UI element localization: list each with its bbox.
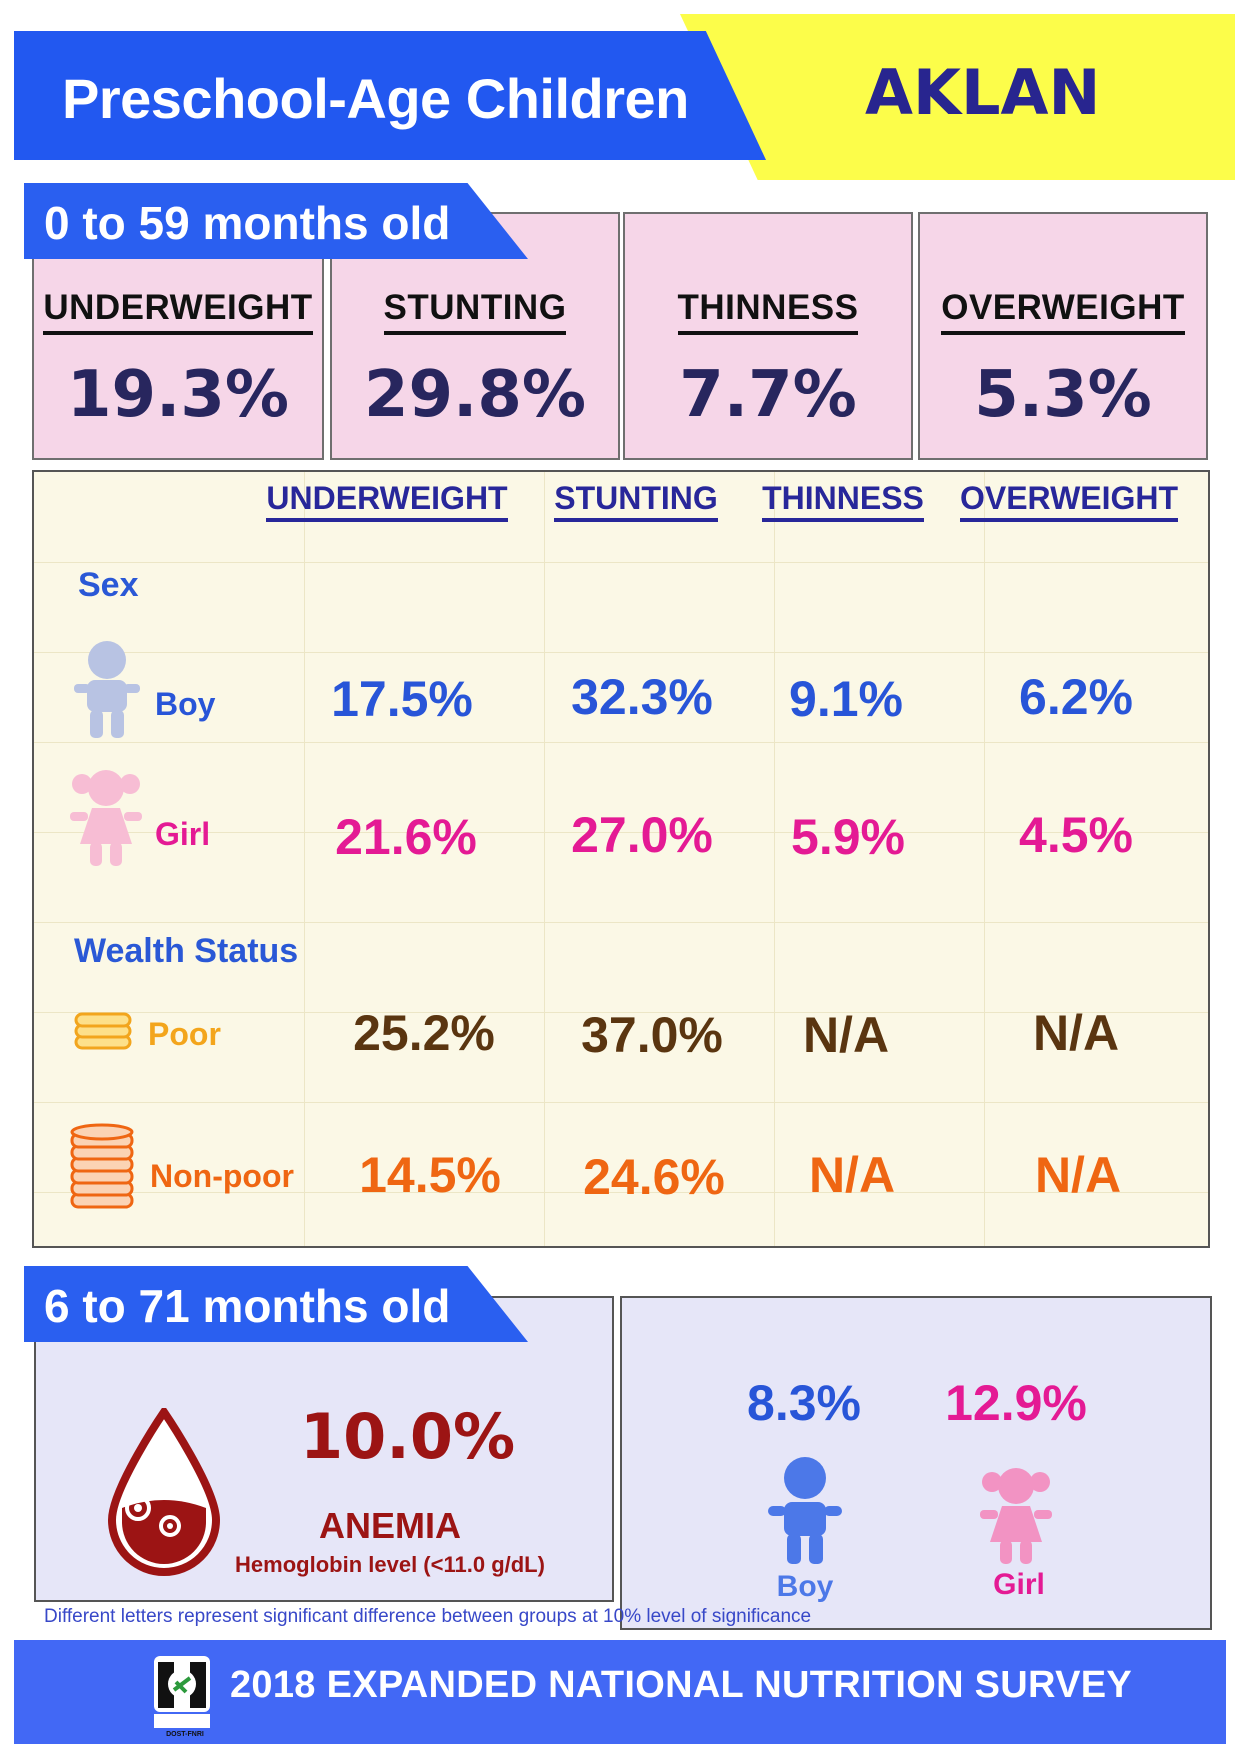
summary-value: 19.3% bbox=[66, 358, 290, 432]
section-tab-label: 6 to 71 months old bbox=[44, 1280, 451, 1332]
row-label-non-poor: Non-poor bbox=[150, 1158, 294, 1194]
column-header-thinness: THINNESS bbox=[762, 480, 924, 522]
summary-value: 5.3% bbox=[974, 358, 1152, 432]
summary-box-underweight: UNDERWEIGHT 19.3% bbox=[32, 256, 324, 460]
row-label-girl: Girl bbox=[155, 816, 211, 852]
anemia-boy-label: Boy bbox=[776, 1570, 834, 1603]
table-cell: 4.5% bbox=[1019, 807, 1133, 863]
anemia-value: 10.0% bbox=[300, 1400, 516, 1473]
table-cell: N/A bbox=[808, 1147, 896, 1203]
section-tab-6-71 bbox=[24, 1266, 528, 1342]
group-label-wealth: Wealth Status bbox=[74, 932, 299, 970]
table-cell: N/A bbox=[1034, 1147, 1122, 1203]
summary-label: STUNTING bbox=[383, 288, 567, 335]
table-cell: 24.6% bbox=[583, 1149, 725, 1205]
summary-label: OVERWEIGHT bbox=[941, 288, 1185, 335]
row-label-boy: Boy bbox=[155, 686, 216, 722]
anemia-title: ANEMIA bbox=[319, 1505, 461, 1546]
table-cell: 5.9% bbox=[791, 809, 905, 865]
anemia-subtitle: Hemoglobin level (<11.0 g/dL) bbox=[235, 1552, 545, 1577]
region-banner bbox=[680, 14, 1235, 180]
boy-icon bbox=[768, 1457, 842, 1564]
table-cell: 9.1% bbox=[789, 671, 903, 727]
table-cell: 6.2% bbox=[1019, 669, 1133, 725]
boy-icon bbox=[74, 641, 140, 738]
summary-value: 7.7% bbox=[679, 358, 857, 432]
table-cell: 37.0% bbox=[581, 1007, 723, 1063]
table-cell: 21.6% bbox=[335, 809, 477, 865]
table-cell: 14.5% bbox=[359, 1147, 501, 1203]
footnote: Different letters represent significant … bbox=[44, 1606, 812, 1627]
summary-box-thinness: THINNESS 7.7% bbox=[623, 212, 913, 460]
anemia-girl-label: Girl bbox=[993, 1568, 1045, 1601]
footer-bar bbox=[14, 1640, 1226, 1744]
column-header-stunting: STUNTING bbox=[554, 480, 718, 522]
section-tab-0-59 bbox=[24, 183, 528, 259]
table-cell: N/A bbox=[1032, 1005, 1120, 1061]
table-cell: 32.3% bbox=[571, 669, 713, 725]
girl-icon bbox=[70, 770, 142, 866]
summary-label: THINNESS bbox=[677, 288, 859, 335]
dost-fnri-logo bbox=[154, 1656, 210, 1728]
summary-box-overweight: OVERWEIGHT 5.3% bbox=[918, 212, 1208, 460]
coins-stack-icon bbox=[70, 1123, 134, 1209]
column-header-underweight: UNDERWEIGHT bbox=[266, 480, 508, 522]
table-cell: N/A bbox=[802, 1007, 890, 1063]
table-cell: 17.5% bbox=[331, 671, 473, 727]
anemia-by-sex-panel bbox=[620, 1296, 1212, 1630]
page-title: Preschool-Age Children bbox=[62, 67, 689, 130]
table-cell: 27.0% bbox=[571, 807, 713, 863]
blood-drop-icon bbox=[107, 1408, 221, 1576]
logo-caption: DOST-FNRI bbox=[166, 1731, 204, 1738]
breakdown-table bbox=[32, 470, 1210, 1248]
girl-icon bbox=[980, 1468, 1052, 1564]
column-header-overweight: OVERWEIGHT bbox=[959, 480, 1179, 522]
summary-value: 29.8% bbox=[363, 358, 587, 432]
title-banner bbox=[14, 31, 766, 160]
summary-label: UNDERWEIGHT bbox=[43, 288, 313, 335]
region-name: AKLAN bbox=[865, 56, 1101, 129]
footer-title: 2018 EXPANDED NATIONAL NUTRITION SURVEY bbox=[230, 1664, 1133, 1706]
anemia-boy-value: 8.3% bbox=[747, 1375, 861, 1431]
section-tab-label: 0 to 59 months old bbox=[44, 197, 451, 249]
coins-small-icon bbox=[74, 1012, 132, 1050]
anemia-girl-value: 12.9% bbox=[945, 1375, 1087, 1431]
row-label-poor: Poor bbox=[148, 1016, 221, 1052]
group-label-sex: Sex bbox=[78, 566, 139, 604]
table-cell: 25.2% bbox=[353, 1005, 495, 1061]
